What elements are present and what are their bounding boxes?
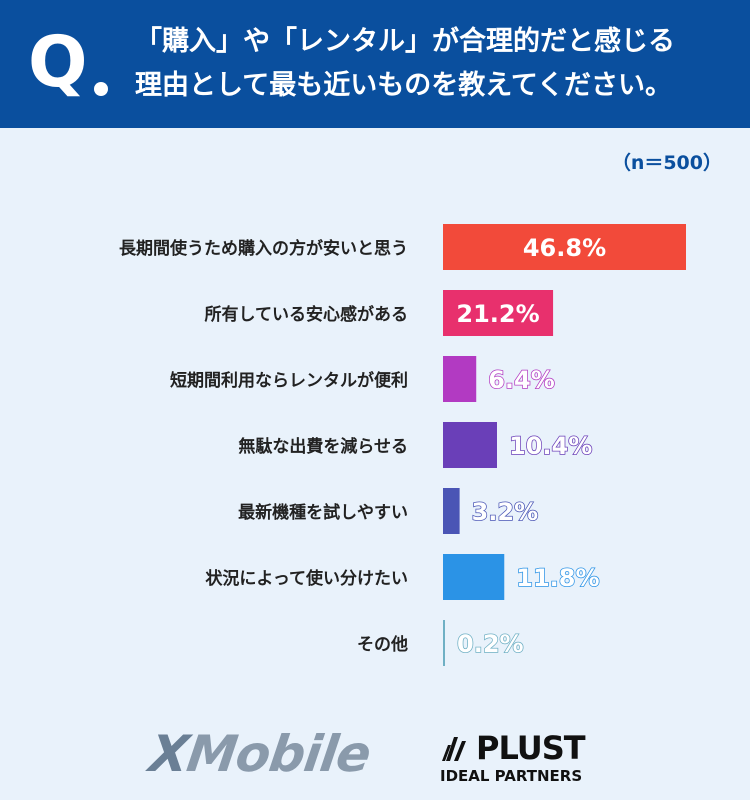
category-label: 短期間利用ならレンタルが便利 — [170, 370, 408, 391]
value-label: 46.8% — [523, 234, 606, 262]
logo-area: XMobile PLUST IDEAL PARTNERS — [0, 715, 750, 795]
question-line-2: 理由として最も近いものを教えてください。 — [135, 70, 673, 101]
category-label: 長期間使うため購入の方が安いと思う — [119, 238, 408, 259]
plust-mark-icon — [442, 737, 466, 761]
category-label: 所有している安心感がある — [205, 304, 409, 325]
bar — [443, 356, 477, 402]
bar — [443, 488, 460, 534]
category-label: 最新機種を試しやすい — [238, 502, 408, 523]
bar — [443, 620, 445, 666]
value-label: 11.8% — [516, 564, 599, 592]
bar-chart: 長期間使うため購入の方が安いと思う 46.8% 所有している安心感がある 21.2% 短… — [119, 224, 686, 666]
value-label: 10.4% — [509, 432, 592, 460]
value-label: 6.4% — [488, 366, 555, 394]
q-mark: Q — [28, 21, 88, 103]
xmobile-logo: XMobile — [146, 725, 374, 783]
value-label: 0.2% — [457, 630, 524, 658]
value-label: 3.2% — [472, 498, 539, 526]
sample-size: （n＝500） — [611, 152, 722, 174]
question-line-1: 「購入」や「レンタル」が合理的だと感じる — [135, 26, 675, 57]
plust-logo-text: PLUST — [476, 729, 586, 767]
bar — [443, 224, 686, 270]
question-text: 「購入」や「レンタル」が合理的だと感じる 理由として最も近いものを教えてください… — [135, 20, 735, 108]
bar — [443, 422, 497, 468]
category-label: その他 — [357, 634, 408, 655]
category-label: 状況によって使い分けたい — [205, 568, 408, 589]
bar — [443, 290, 554, 336]
value-label: 21.2% — [456, 300, 539, 328]
xmobile-logo-text: Mobile — [183, 725, 374, 783]
bar — [443, 554, 505, 600]
category-label: 無駄な出費を減らせる — [238, 436, 408, 457]
plust-logo-subtext: IDEAL PARTNERS — [440, 767, 583, 785]
q-dot-decoration — [94, 82, 108, 96]
question-header: Q 「購入」や「レンタル」が合理的だと感じる 理由として最も近いものを教えてくだ… — [0, 0, 750, 128]
